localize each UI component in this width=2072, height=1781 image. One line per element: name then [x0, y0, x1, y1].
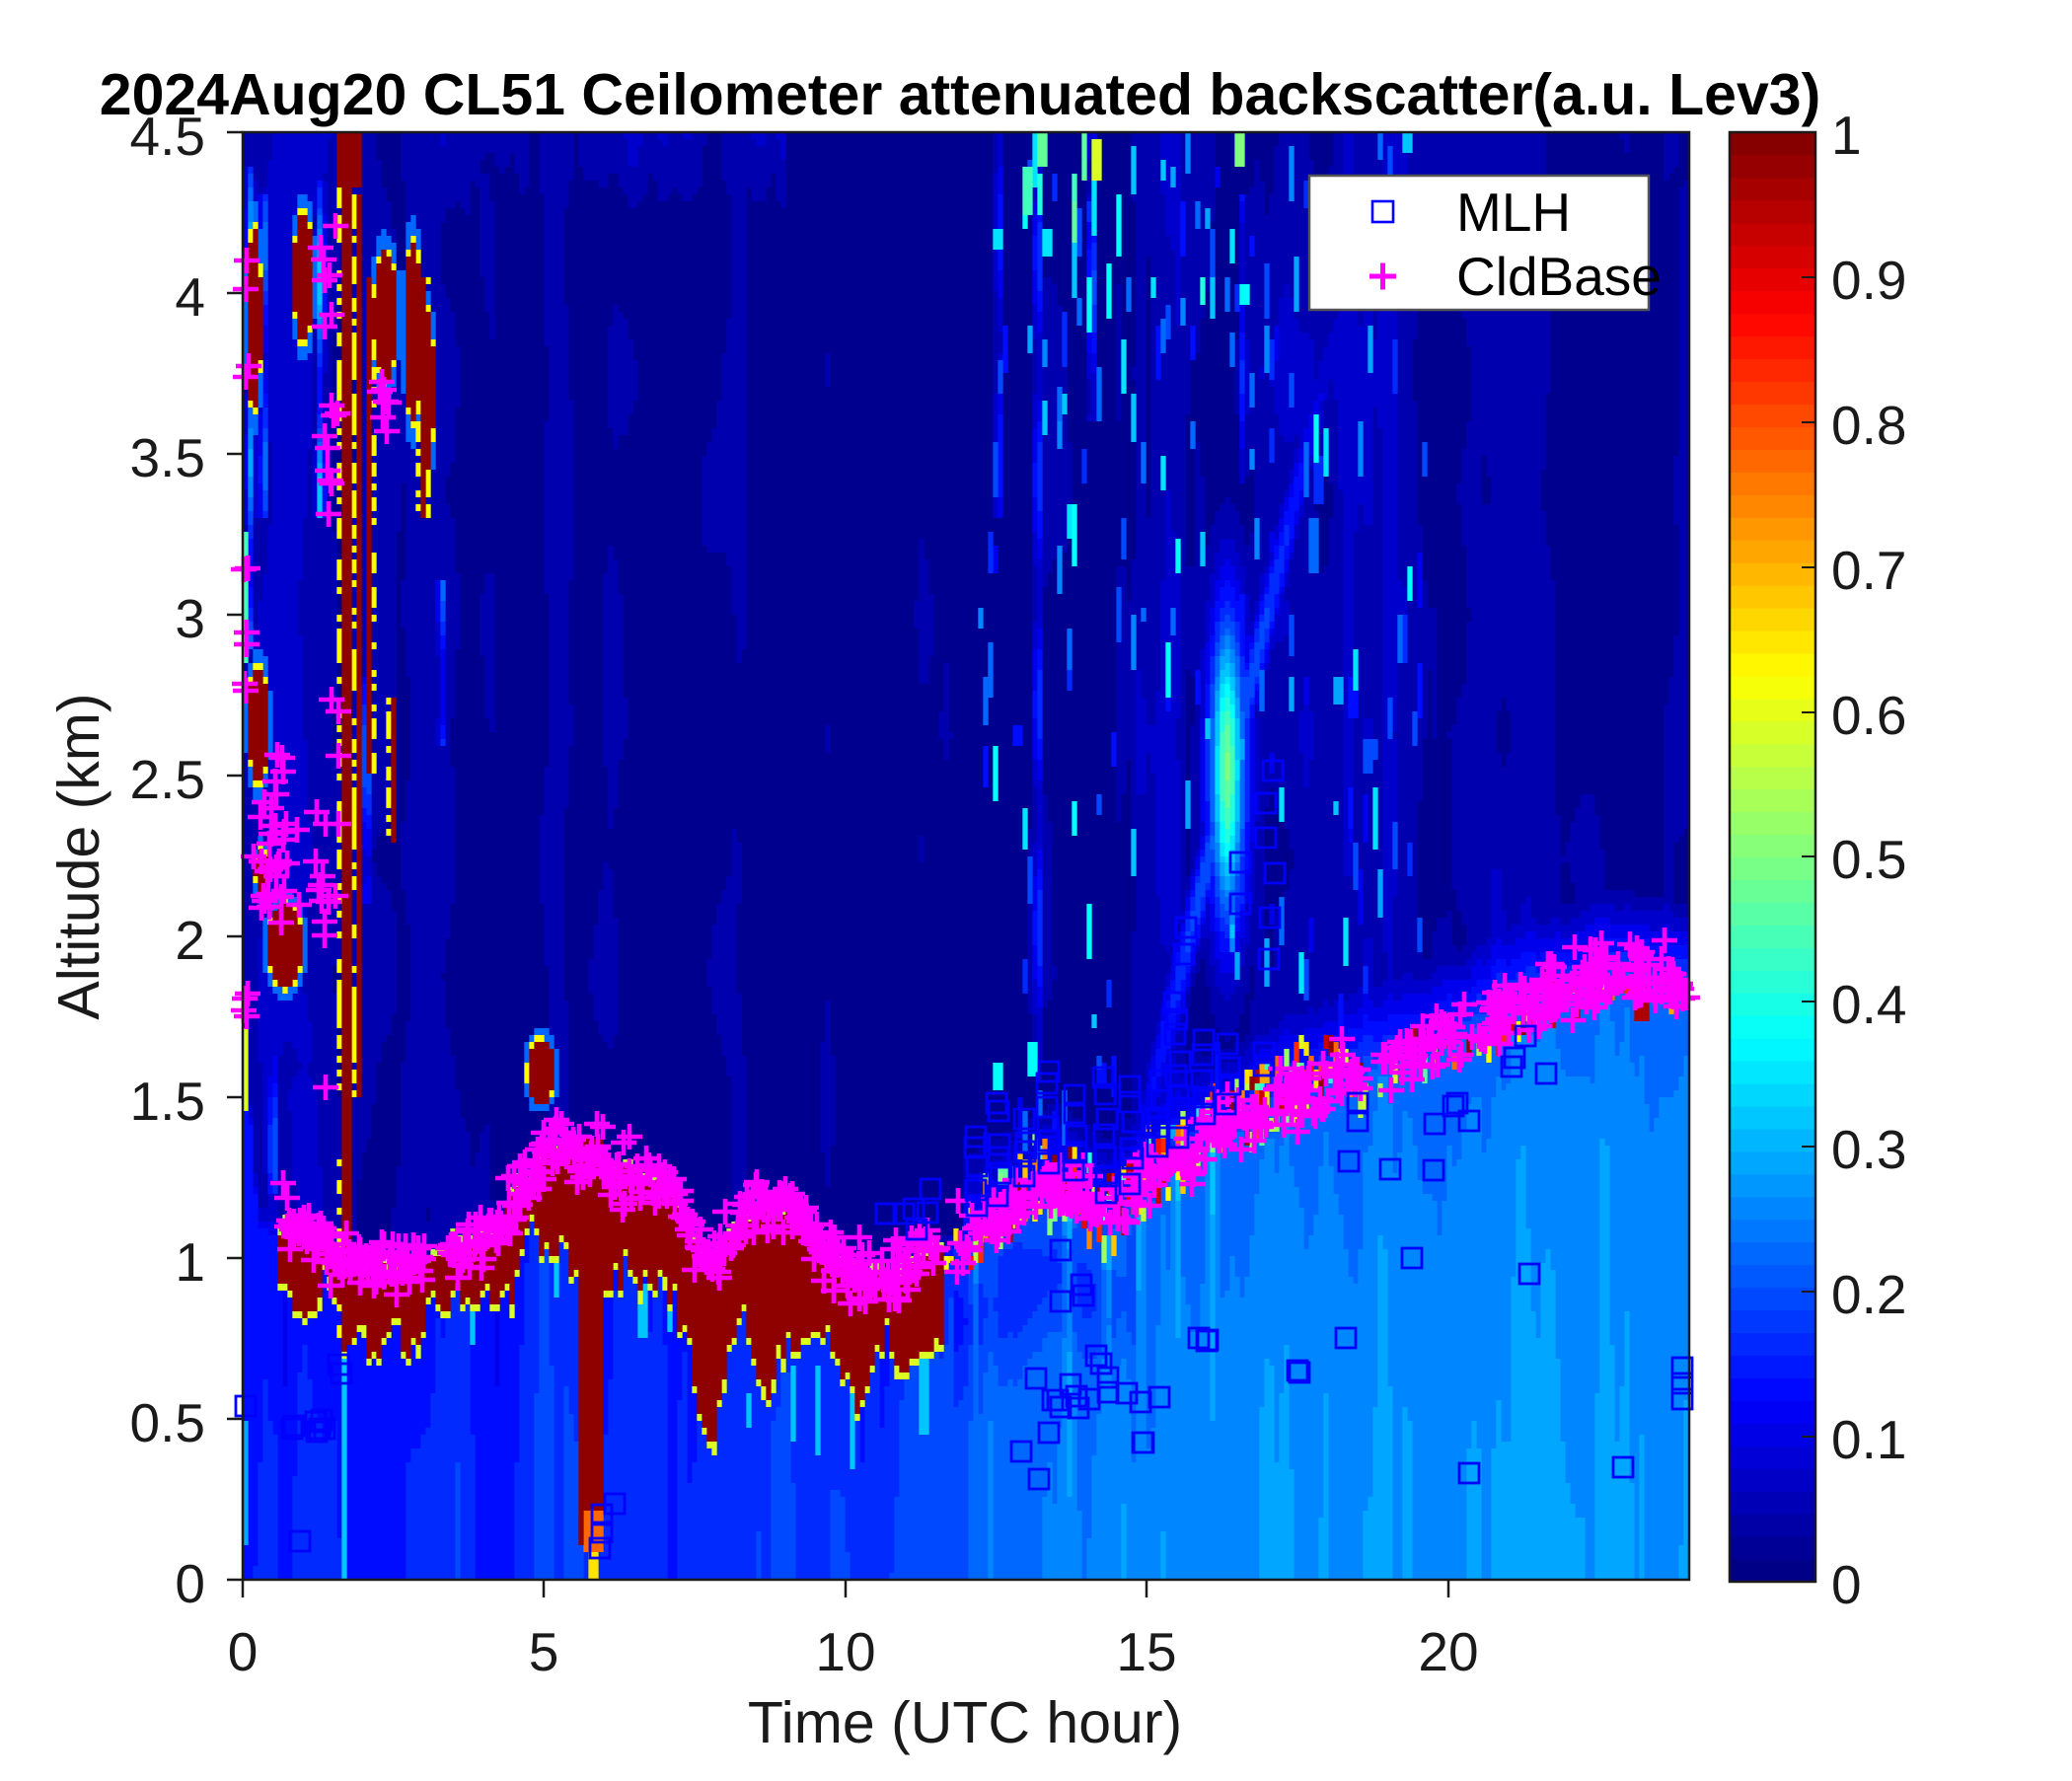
svg-text:0: 0 — [228, 1621, 259, 1682]
svg-text:1: 1 — [175, 1231, 205, 1293]
svg-text:20: 20 — [1418, 1621, 1478, 1682]
svg-text:2: 2 — [175, 910, 205, 971]
svg-text:10: 10 — [815, 1621, 875, 1682]
svg-text:0.3: 0.3 — [1831, 1119, 1906, 1180]
svg-text:15: 15 — [1116, 1621, 1176, 1682]
svg-text:0.1: 0.1 — [1831, 1409, 1906, 1470]
svg-text:0.4: 0.4 — [1831, 974, 1906, 1035]
svg-text:2.5: 2.5 — [130, 749, 205, 810]
svg-text:3.5: 3.5 — [130, 427, 205, 488]
svg-text:Time (UTC hour): Time (UTC hour) — [748, 1690, 1182, 1755]
svg-text:MLH: MLH — [1456, 182, 1571, 243]
svg-text:3: 3 — [175, 588, 205, 649]
svg-text:1: 1 — [1831, 105, 1862, 166]
svg-text:4: 4 — [175, 266, 205, 328]
svg-text:0.2: 0.2 — [1831, 1264, 1906, 1325]
svg-text:CldBase: CldBase — [1456, 246, 1662, 307]
svg-text:0.6: 0.6 — [1831, 685, 1906, 746]
svg-text:Altitude (km): Altitude (km) — [46, 693, 111, 1019]
svg-text:0: 0 — [175, 1553, 205, 1614]
svg-text:0.7: 0.7 — [1831, 540, 1906, 601]
svg-text:0.8: 0.8 — [1831, 395, 1906, 456]
svg-text:4.5: 4.5 — [130, 106, 205, 167]
svg-text:0.5: 0.5 — [1831, 829, 1906, 890]
svg-text:1.5: 1.5 — [130, 1071, 205, 1132]
svg-text:5: 5 — [529, 1621, 559, 1682]
svg-text:0.9: 0.9 — [1831, 250, 1906, 311]
svg-text:0: 0 — [1831, 1554, 1862, 1615]
svg-text:2024Aug20 CL51 Ceilometer atte: 2024Aug20 CL51 Ceilometer attenuated bac… — [100, 62, 1820, 127]
svg-text:0.5: 0.5 — [130, 1392, 205, 1453]
